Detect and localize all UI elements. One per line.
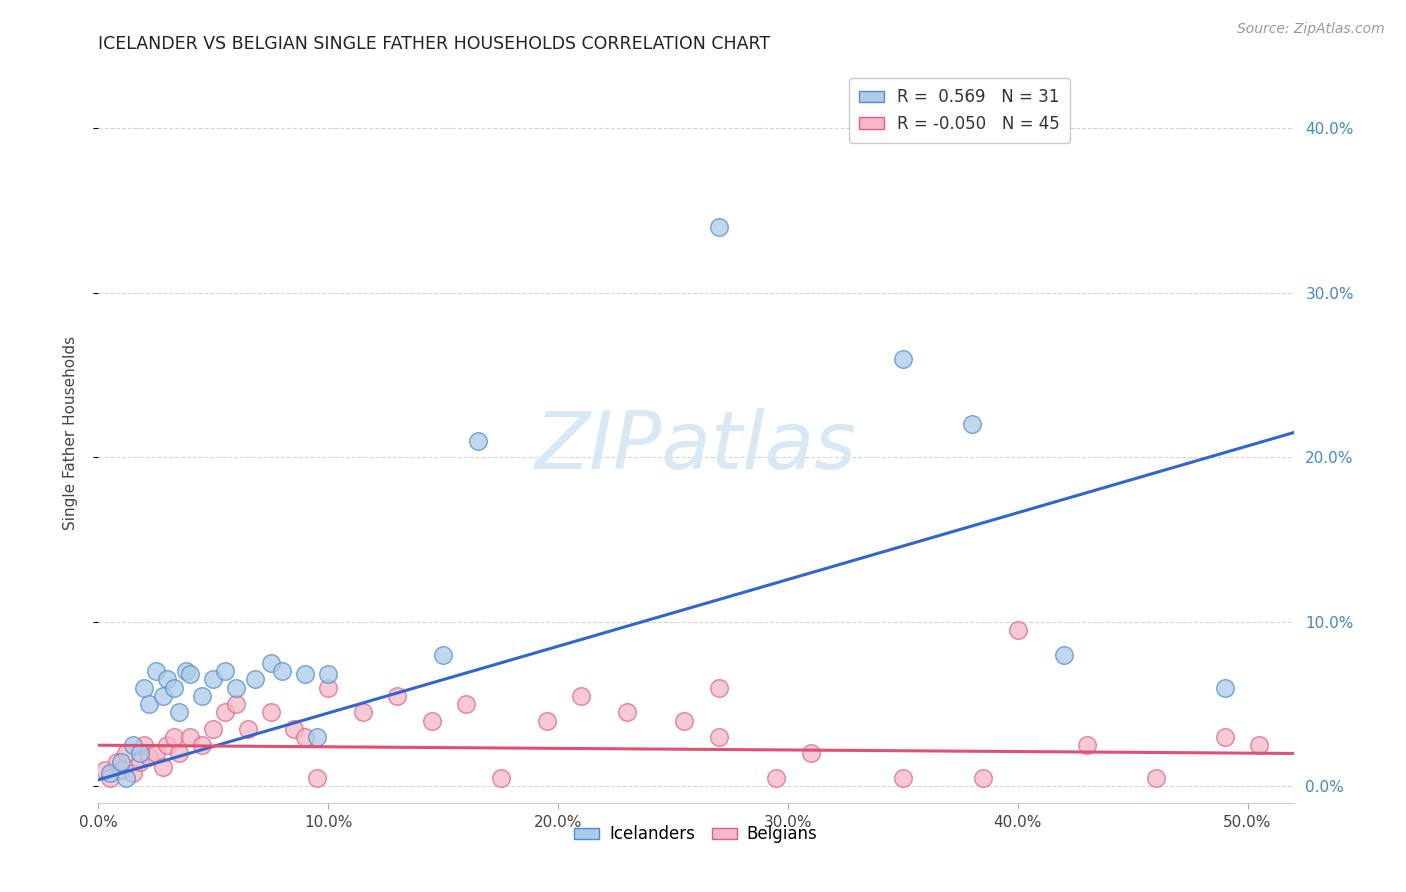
Point (1007, 623, 1029, 637)
Point (271, 664, 294, 678)
Point (115, 771, 138, 785)
Point (138, 749, 160, 764)
Point (891, 351, 914, 366)
Point (294, 667, 316, 681)
Point (707, 219, 730, 234)
Point (179, 730, 201, 744)
Text: ICELANDER VS BELGIAN SINGLE FATHER HOUSEHOLDS CORRELATION CHART: ICELANDER VS BELGIAN SINGLE FATHER HOUSE… (98, 35, 770, 53)
Point (128, 755, 150, 769)
Point (202, 673, 225, 687)
Point (225, 697, 247, 711)
Point (294, 730, 316, 744)
Point (145, 664, 167, 678)
Point (260, 706, 283, 720)
Point (765, 771, 787, 785)
Point (1213, 681, 1236, 695)
Point (1144, 771, 1167, 785)
Point (191, 738, 214, 752)
Point (225, 681, 247, 695)
Point (214, 664, 236, 678)
Point (432, 648, 454, 662)
Point (1247, 738, 1270, 752)
Point (316, 667, 339, 681)
Point (134, 681, 156, 695)
Point (163, 681, 186, 695)
Point (243, 673, 266, 687)
Point (174, 664, 197, 678)
Point (98, 766, 121, 780)
Point (152, 689, 174, 703)
Point (385, 689, 409, 703)
Point (456, 697, 478, 711)
Text: ZIPatlas: ZIPatlas (534, 409, 858, 486)
Point (960, 417, 983, 432)
Point (489, 771, 512, 785)
Point (110, 763, 132, 777)
Point (167, 747, 190, 761)
Point (152, 759, 174, 773)
Point (122, 738, 145, 752)
Point (260, 656, 283, 670)
Point (214, 706, 236, 720)
Point (569, 689, 592, 703)
Legend: Icelanders, Belgians: Icelanders, Belgians (568, 819, 824, 850)
Point (156, 673, 179, 687)
Point (305, 730, 328, 744)
Point (707, 681, 730, 695)
Point (616, 706, 638, 720)
Y-axis label: Single Father Households: Single Father Households (63, 335, 77, 530)
Point (891, 771, 914, 785)
Point (536, 714, 558, 728)
Point (191, 689, 214, 703)
Point (110, 755, 132, 769)
Point (316, 681, 339, 695)
Point (1213, 730, 1236, 744)
Point (972, 771, 994, 785)
Point (467, 434, 489, 448)
Text: Source: ZipAtlas.com: Source: ZipAtlas.com (1237, 22, 1385, 37)
Point (138, 697, 160, 711)
Point (167, 706, 190, 720)
Point (420, 714, 443, 728)
Point (163, 730, 186, 744)
Point (283, 722, 305, 736)
Point (800, 747, 823, 761)
Point (202, 722, 225, 736)
Point (1053, 648, 1076, 662)
Point (122, 766, 145, 780)
Point (115, 747, 138, 761)
Point (145, 747, 167, 761)
Point (673, 714, 696, 728)
Point (128, 747, 150, 761)
Point (98, 771, 121, 785)
Point (156, 738, 179, 752)
Point (94, 763, 117, 777)
Point (305, 771, 328, 785)
Point (236, 722, 259, 736)
Point (352, 706, 374, 720)
Point (707, 730, 730, 744)
Point (134, 738, 156, 752)
Point (1076, 738, 1098, 752)
Point (179, 667, 201, 681)
Point (105, 755, 128, 769)
